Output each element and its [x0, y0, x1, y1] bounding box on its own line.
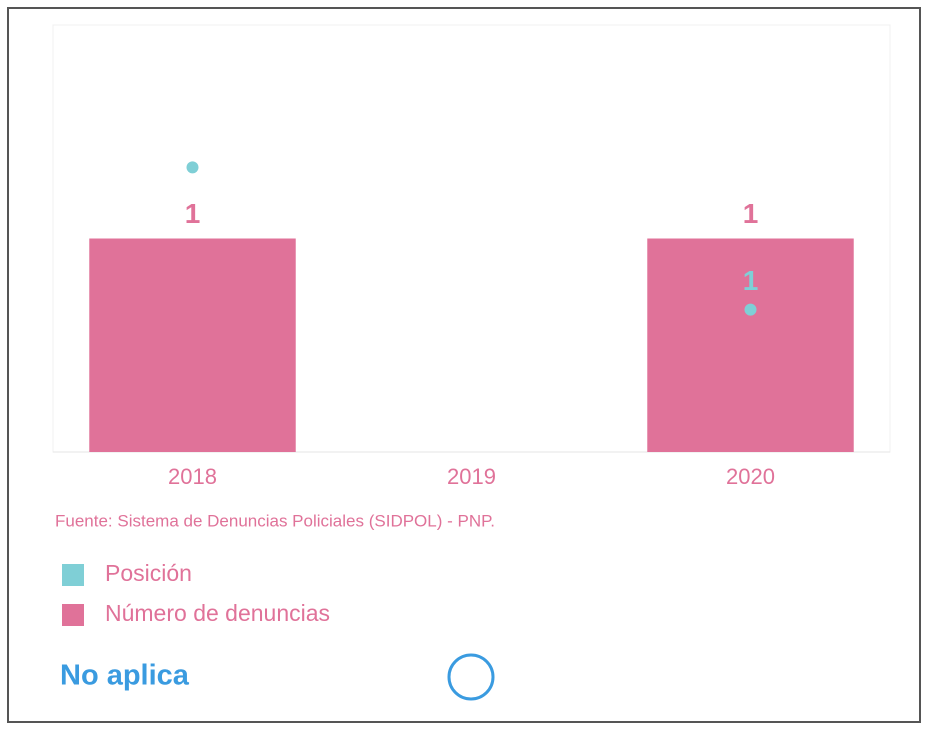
bar [89, 238, 296, 452]
point [186, 161, 199, 174]
legend-swatch [62, 564, 84, 586]
x-tick-label: 2019 [447, 464, 496, 489]
value-label: 1 [185, 198, 201, 229]
legend-label: Número de denuncias [105, 600, 330, 626]
value-label: 1 [743, 198, 759, 229]
x-tick-label: 2018 [168, 464, 217, 489]
legend-label: Posición [105, 560, 192, 586]
source: Fuente: Sistema de Denuncias Policiales … [55, 511, 495, 530]
toggle[interactable] [447, 653, 495, 701]
status: No aplica [60, 660, 190, 692]
x-tick-label: 2020 [726, 464, 775, 489]
value-label: 1 [743, 265, 759, 296]
point [744, 303, 757, 316]
bar [647, 238, 854, 452]
legend-swatch [62, 604, 84, 626]
